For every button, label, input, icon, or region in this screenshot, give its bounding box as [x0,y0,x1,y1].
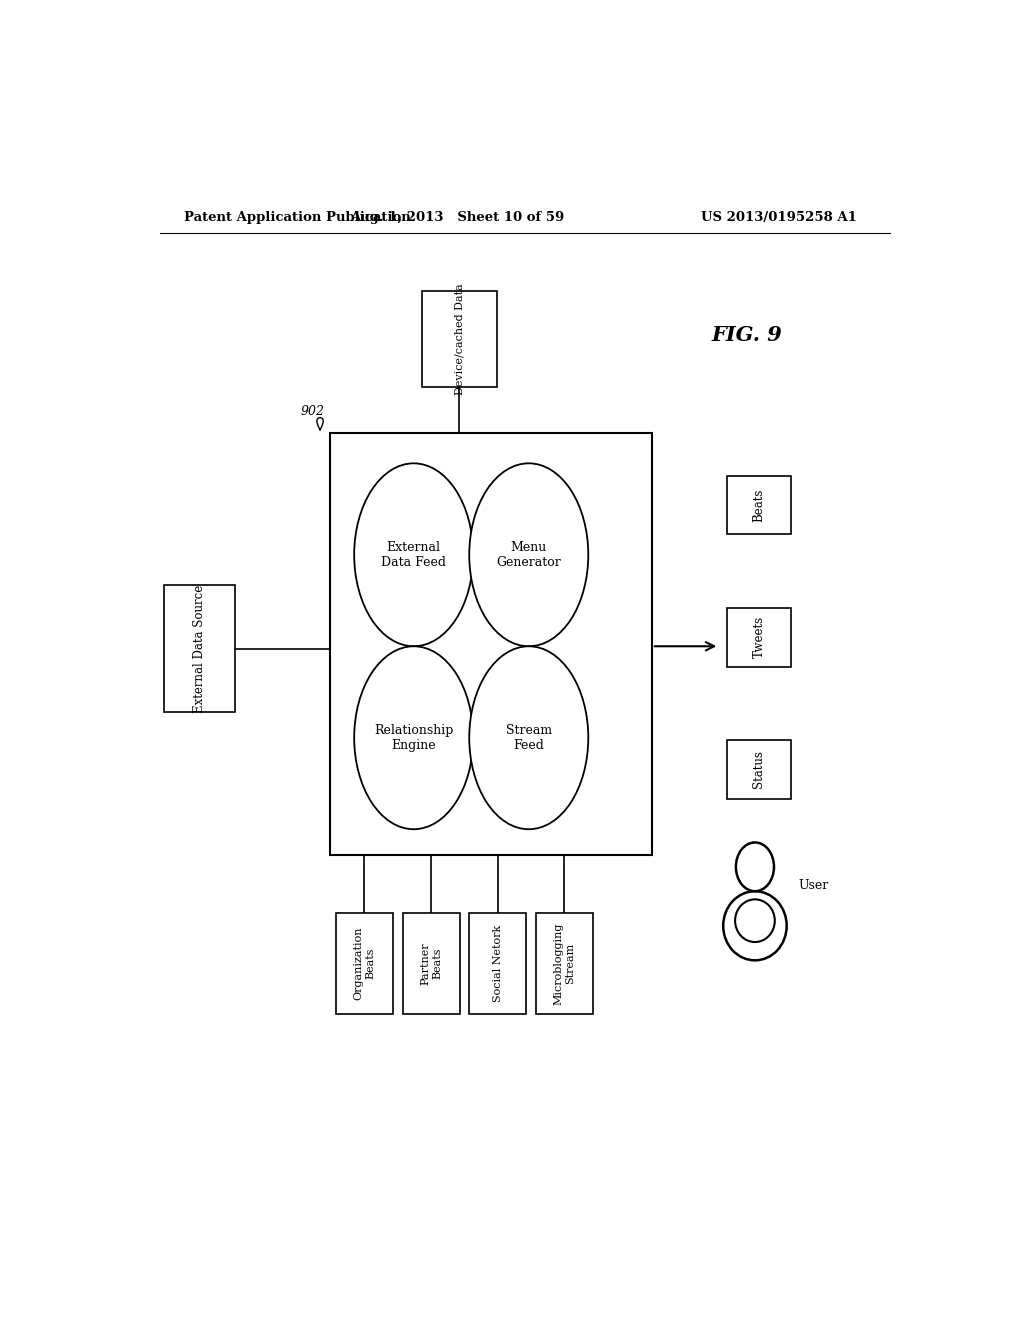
Ellipse shape [735,899,775,942]
Text: Aug. 1, 2013   Sheet 10 of 59: Aug. 1, 2013 Sheet 10 of 59 [350,211,564,224]
Text: US 2013/0195258 A1: US 2013/0195258 A1 [700,211,857,224]
Bar [727,607,791,667]
Text: Device/cached Data: Device/cached Data [455,282,464,395]
Text: External Data Source: External Data Source [193,585,206,713]
Text: Patent Application Publication: Patent Application Publication [183,211,411,224]
Text: External
Data Feed: External Data Feed [381,541,446,569]
Text: Microblogging
Stream: Microblogging Stream [554,923,575,1005]
Ellipse shape [469,647,588,829]
Text: Stream
Feed: Stream Feed [506,723,552,752]
Text: 902: 902 [301,404,325,417]
Ellipse shape [354,647,473,829]
Bar [336,912,393,1014]
Bar [331,433,652,854]
Bar [536,912,593,1014]
Bar [727,739,791,799]
Bar [727,475,791,535]
Text: Status: Status [753,750,765,788]
Text: FIG. 9: FIG. 9 [712,325,782,346]
Text: Menu
Generator: Menu Generator [497,541,561,569]
Ellipse shape [354,463,473,647]
Text: User: User [799,879,828,891]
Ellipse shape [469,463,588,647]
Bar [402,912,460,1014]
Text: Relationship
Engine: Relationship Engine [374,723,454,752]
Text: Tweets: Tweets [753,616,765,659]
Text: Organization
Beats: Organization Beats [353,927,375,1001]
Text: Beats: Beats [753,488,765,521]
Text: Social Netork: Social Netork [493,925,503,1002]
Bar [164,585,236,713]
Bar [469,912,526,1014]
Ellipse shape [723,891,786,961]
Circle shape [736,842,774,891]
Bar [422,290,497,387]
Text: Partner
Beats: Partner Beats [421,942,442,985]
